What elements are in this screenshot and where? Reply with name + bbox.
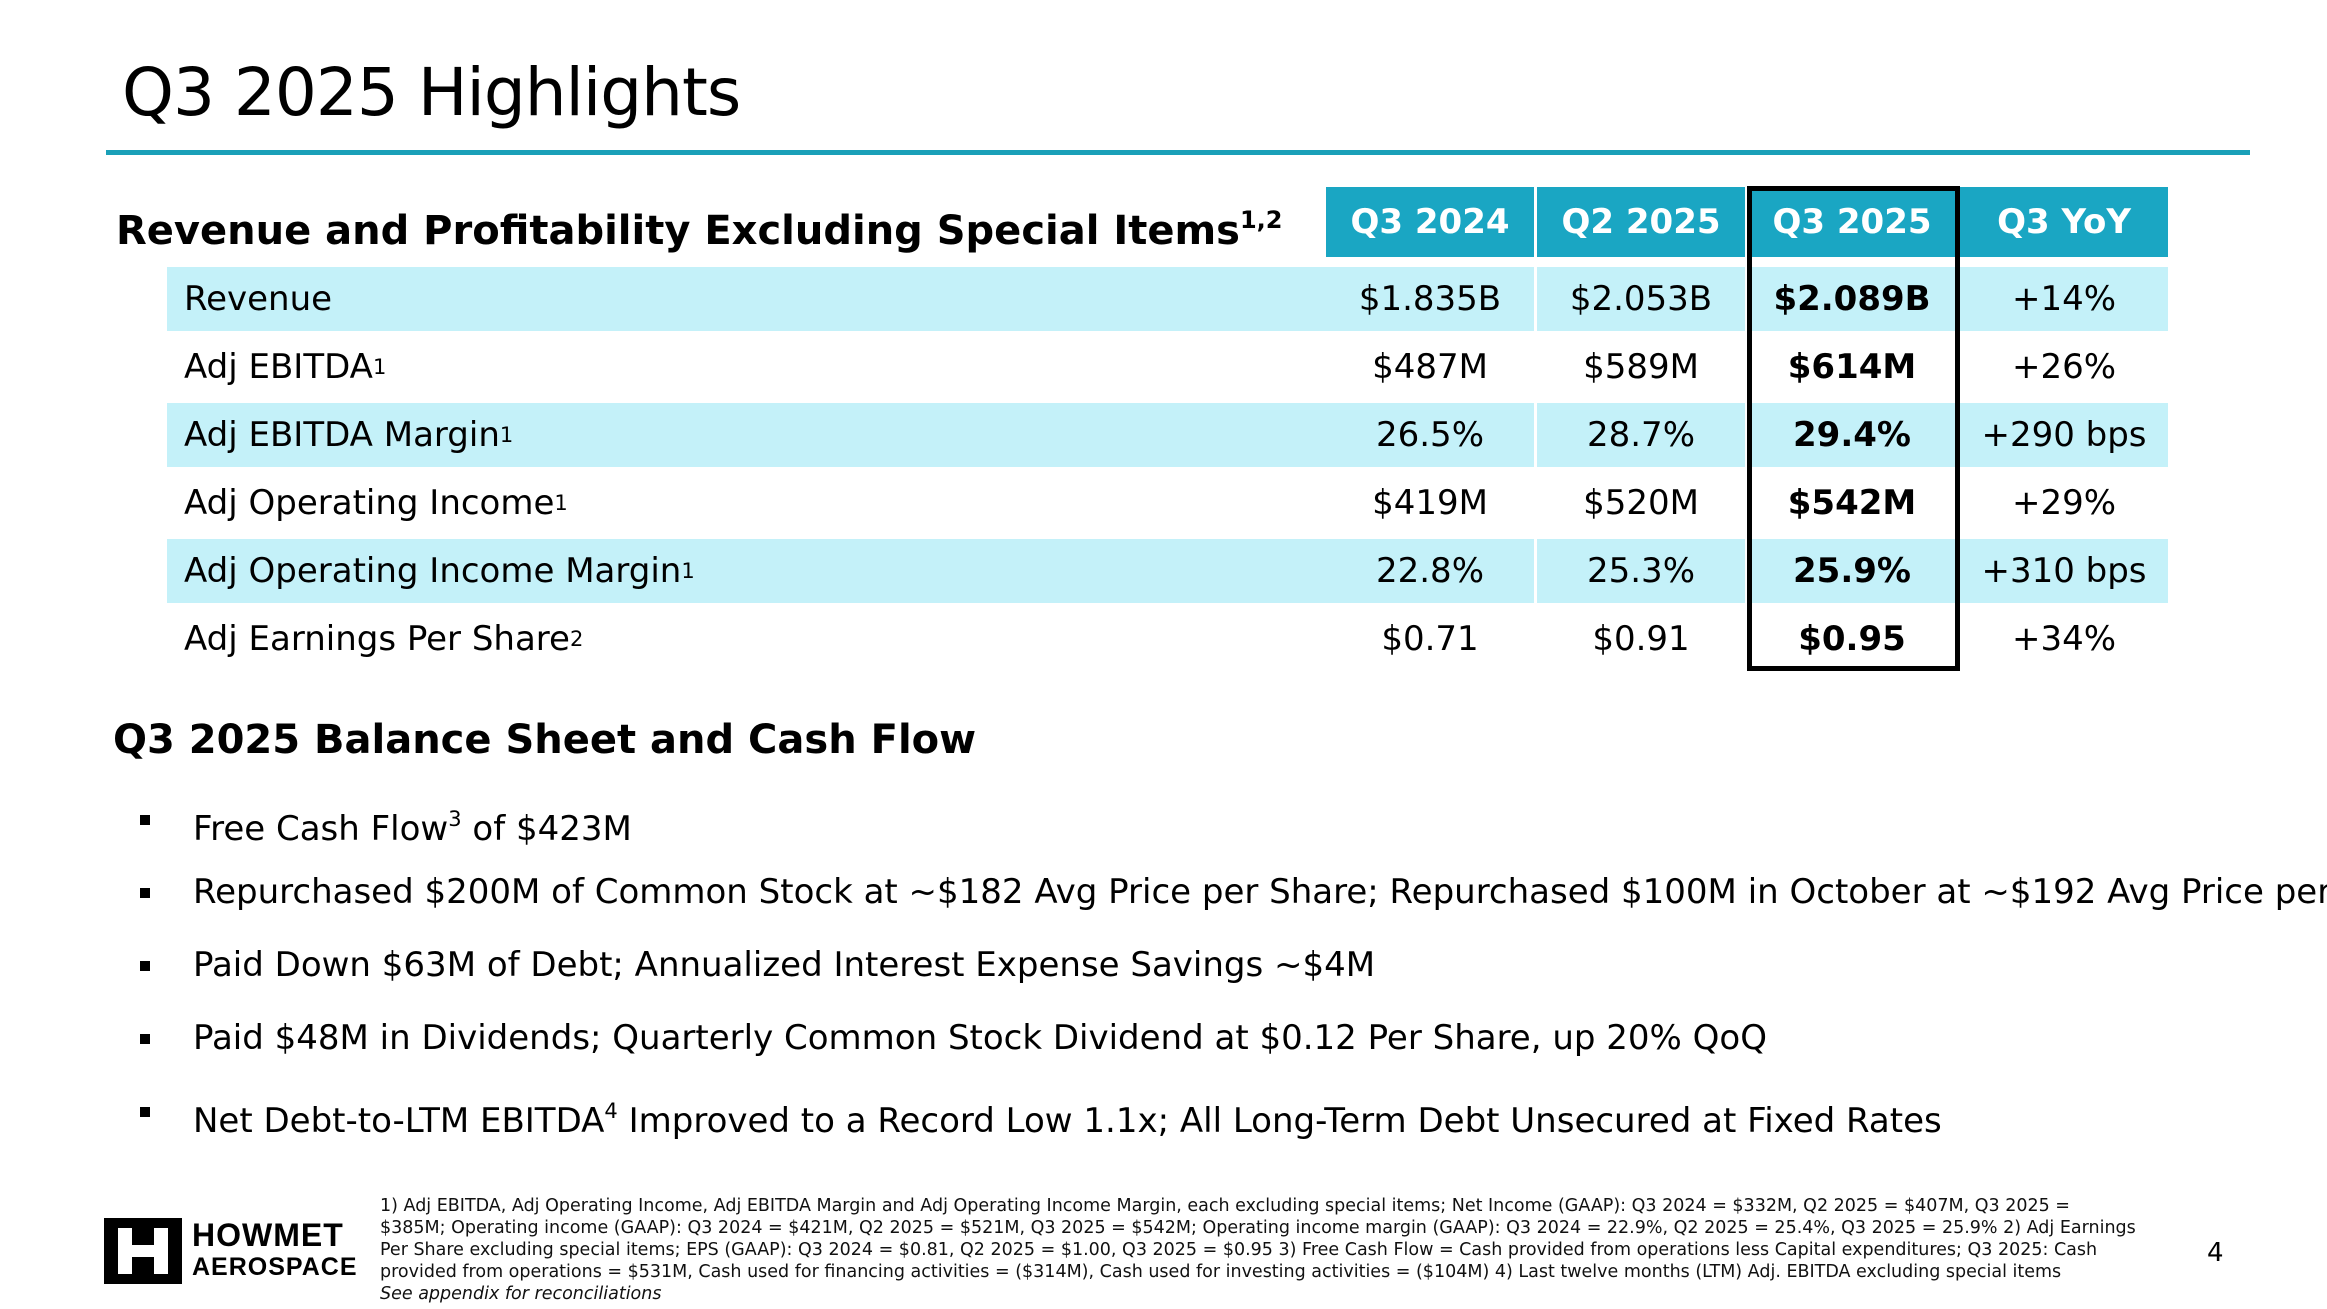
row-label-text: Adj EBITDA	[184, 347, 373, 387]
row-label: Revenue	[167, 267, 1326, 331]
cell-q2-2025: $520M	[1583, 483, 1699, 523]
column-header-q3-yoy: Q3 YoY	[1960, 187, 2168, 257]
bullet-square-icon	[140, 888, 150, 898]
table-heading-text: Revenue and Profitability Excluding Spec…	[116, 208, 1240, 254]
column-header-q3-2024: Q3 2024	[1326, 187, 1534, 257]
cell-q3-2025: 29.4%	[1748, 403, 1956, 467]
column-header-q2-2025: Q2 2025	[1537, 187, 1745, 257]
page-title: Q3 2025 Highlights	[122, 54, 741, 131]
cell-q2-2025: $589M	[1583, 347, 1699, 387]
bullet-text-part: Net Debt-to-LTM EBITDA	[193, 1101, 605, 1141]
cell-q3-yoy: +310 bps	[1960, 539, 2168, 603]
row-footnote-ref: 1	[554, 491, 568, 515]
logo-line-1: HOWMET	[192, 1217, 344, 1253]
cell-q3-2024: 22.8%	[1326, 539, 1534, 603]
table-row-adj-ebitda-margin: Adj EBITDA Margin 1 26.5% 28.7% 29.4% +29…	[167, 403, 2170, 467]
logo-line-2: AEROSPACE	[192, 1253, 358, 1281]
table-row-adj-operating-income-margin: Adj Operating Income Margin 1 22.8% 25.3%…	[167, 539, 2170, 603]
cell-q3-yoy: +290 bps	[1960, 403, 2168, 467]
row-label-text: Revenue	[184, 279, 333, 319]
howmet-logo: HOWMET AEROSPACE	[104, 1218, 360, 1284]
bullet-text: Net Debt-to-LTM EBITDA4 Improved to a Re…	[193, 1086, 1942, 1146]
cell-q3-2024: $487M	[1372, 347, 1488, 387]
bullet-text-part: Free Cash Flow	[193, 809, 449, 849]
cell-q3-yoy: +26%	[2011, 347, 2117, 387]
bullet-text: Repurchased $200M of Common Stock at ~$1…	[193, 867, 2327, 917]
bullet-text-part: Paid $48M in Dividends; Quarterly Common…	[193, 1018, 1767, 1058]
table-row-adj-operating-income: Adj Operating Income 1 $419M $520M $542M …	[167, 471, 2170, 535]
cell-q3-2025: $614M	[1787, 347, 1917, 387]
title-divider	[106, 150, 2250, 155]
row-footnote-ref: 1	[499, 423, 514, 447]
bullet-square-icon	[140, 1034, 150, 1044]
balance-heading: Q3 2025 Balance Sheet and Cash Flow	[113, 717, 977, 763]
bullet-text-part: of $423M	[461, 809, 632, 849]
table-row-revenue: Revenue $1.835B $2.053B $2.089B +14%	[167, 267, 2170, 331]
cell-q2-2025: 28.7%	[1537, 403, 1745, 467]
cell-q3-yoy: +14%	[1960, 267, 2168, 331]
row-label-text: Adj Earnings Per Share	[184, 619, 570, 659]
bullet-footnote-ref: 4	[604, 1099, 618, 1123]
cell-q3-2024: 26.5%	[1326, 403, 1534, 467]
cell-q2-2025: 25.3%	[1537, 539, 1745, 603]
cell-q3-yoy: +34%	[2011, 619, 2117, 659]
row-footnote-ref: 1	[681, 559, 695, 583]
row-label: Adj Earnings Per Share 2	[167, 607, 1326, 671]
footnote-text: 1) Adj EBITDA, Adj Operating Income, Adj…	[380, 1196, 2136, 1282]
cell-q3-2024: $419M	[1372, 483, 1488, 523]
appendix-note: See appendix for reconciliations	[380, 1284, 662, 1304]
footnotes: 1) Adj EBITDA, Adj Operating Income, Adj…	[380, 1195, 2140, 1305]
cell-q3-2025: 25.9%	[1748, 539, 1956, 603]
cell-q3-2025: $2.089B	[1748, 267, 1956, 331]
cell-q3-2024: $1.835B	[1326, 267, 1534, 331]
cell-q3-2025: $0.95	[1798, 619, 1906, 659]
bullet-footnote-ref: 3	[448, 807, 462, 831]
table-heading-footnote-ref: 1,2	[1239, 206, 1283, 234]
bullet-text-part: Paid Down $63M of Debt; Annualized Inter…	[193, 945, 1376, 985]
row-label-text: Adj EBITDA Margin	[184, 415, 500, 455]
howmet-h-logo-icon	[104, 1218, 182, 1284]
row-label-text: Adj Operating Income Margin	[184, 551, 682, 591]
bullet-text-part: Repurchased $200M of Common Stock at ~$1…	[193, 872, 2327, 912]
bullet-text: Paid Down $63M of Debt; Annualized Inter…	[193, 940, 1375, 990]
bullet-square-icon	[140, 1107, 150, 1117]
cell-q3-2025: $542M	[1787, 483, 1917, 523]
bullet-text: Paid $48M in Dividends; Quarterly Common…	[193, 1013, 1767, 1063]
column-header-q3-2025: Q3 2025	[1748, 187, 1956, 257]
cell-q3-yoy: +29%	[2011, 483, 2117, 523]
table-heading: Revenue and Profitability Excluding Spec…	[116, 190, 1283, 261]
row-footnote-ref: 1	[372, 355, 387, 379]
page-number: 4	[2207, 1238, 2224, 1268]
row-label: Adj Operating Income Margin 1	[167, 539, 1326, 603]
bullet-square-icon	[140, 961, 150, 971]
row-label: Adj Operating Income 1	[167, 471, 1326, 535]
row-footnote-ref: 2	[569, 627, 584, 651]
table-row-adj-ebitda: Adj EBITDA 1 $487M $589M $614M +26%	[167, 335, 2170, 399]
bullet-square-icon	[140, 815, 150, 825]
bullet-text-part: Improved to a Record Low 1.1x; All Long-…	[617, 1101, 1942, 1141]
row-label: Adj EBITDA 1	[167, 335, 1326, 399]
cell-q2-2025: $2.053B	[1537, 267, 1745, 331]
row-label-text: Adj Operating Income	[184, 483, 555, 523]
row-label: Adj EBITDA Margin 1	[167, 403, 1326, 467]
bullet-text: Free Cash Flow3 of $423M	[193, 794, 632, 854]
cell-q3-2024: $0.71	[1381, 619, 1479, 659]
logo-wordmark: HOWMET AEROSPACE	[192, 1218, 358, 1282]
table-row-adj-eps: Adj Earnings Per Share 2 $0.71 $0.91 $0.9…	[167, 607, 2170, 671]
cell-q2-2025: $0.91	[1592, 619, 1690, 659]
